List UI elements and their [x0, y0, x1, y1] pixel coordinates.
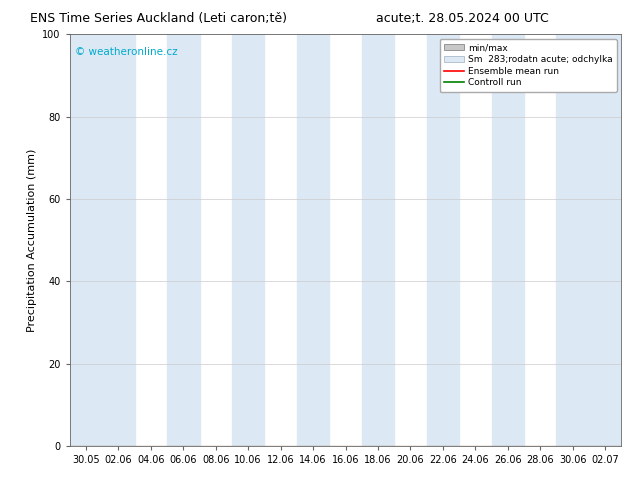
Bar — [232, 34, 264, 446]
Bar — [362, 34, 394, 446]
Text: ENS Time Series Auckland (Leti caron;tě): ENS Time Series Auckland (Leti caron;tě) — [30, 12, 287, 25]
Bar — [297, 34, 329, 446]
Bar — [557, 34, 589, 446]
Bar — [491, 34, 524, 446]
Text: © weatheronline.cz: © weatheronline.cz — [75, 47, 178, 57]
Bar — [70, 34, 102, 446]
Bar — [589, 34, 621, 446]
Text: acute;t. 28.05.2024 00 UTC: acute;t. 28.05.2024 00 UTC — [377, 12, 549, 25]
Bar — [102, 34, 134, 446]
Legend: min/max, Sm  283;rodatn acute; odchylka, Ensemble mean run, Controll run: min/max, Sm 283;rodatn acute; odchylka, … — [440, 39, 617, 92]
Bar — [427, 34, 459, 446]
Y-axis label: Precipitation Accumulation (mm): Precipitation Accumulation (mm) — [27, 148, 37, 332]
Bar — [167, 34, 200, 446]
